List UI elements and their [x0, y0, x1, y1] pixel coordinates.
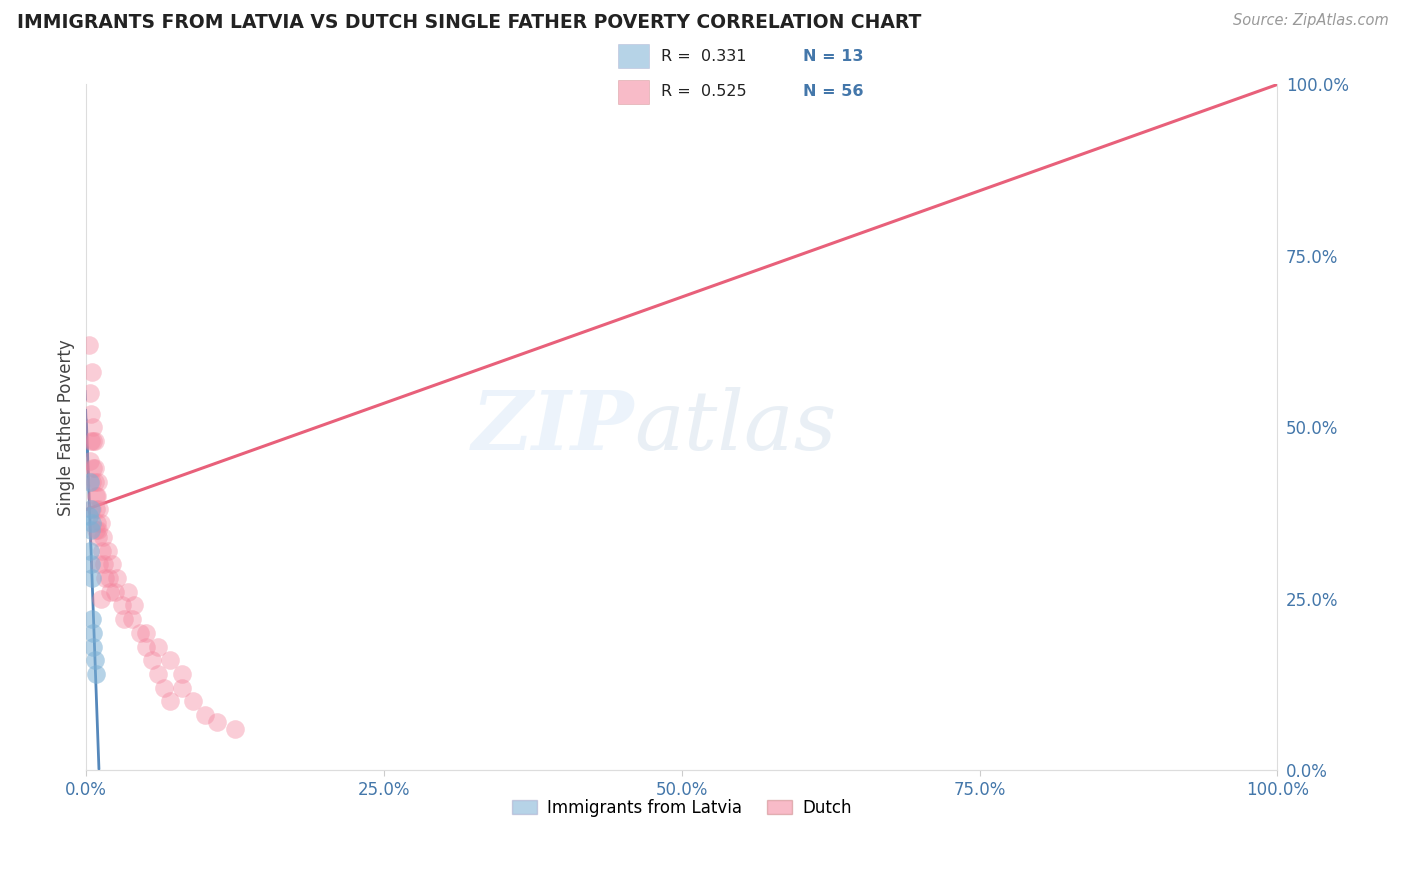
Point: [82, 461, 104, 475]
Point: [84, 523, 107, 537]
Point: [91, 530, 114, 544]
Point: [82, 612, 104, 626]
Point: [121, 612, 143, 626]
Point: [224, 722, 246, 736]
Point: [93, 558, 115, 572]
Point: [77, 338, 100, 352]
Point: [159, 653, 181, 667]
Point: [170, 681, 193, 695]
Point: [82, 626, 104, 640]
Point: [80, 523, 103, 537]
Point: [80, 434, 103, 448]
Point: [128, 626, 150, 640]
Point: [146, 667, 169, 681]
Point: [82, 420, 104, 434]
Legend: Immigrants from Latvia, Dutch: Immigrants from Latvia, Dutch: [506, 792, 858, 823]
Point: [79, 543, 101, 558]
Point: [89, 558, 111, 572]
Text: R =  0.525: R = 0.525: [661, 84, 747, 99]
Point: [82, 571, 104, 585]
Point: [112, 612, 135, 626]
Text: IMMIGRANTS FROM LATVIA VS DUTCH SINGLE FATHER POVERTY CORRELATION CHART: IMMIGRANTS FROM LATVIA VS DUTCH SINGLE F…: [17, 13, 921, 32]
Point: [207, 714, 229, 729]
Y-axis label: Single Father Poverty: Single Father Poverty: [58, 339, 75, 516]
Point: [101, 558, 124, 572]
Point: [82, 434, 104, 448]
Point: [86, 489, 108, 503]
Point: [146, 640, 169, 654]
Point: [87, 530, 110, 544]
Point: [87, 475, 110, 489]
Point: [87, 523, 110, 537]
Text: R =  0.331: R = 0.331: [661, 49, 747, 63]
Point: [122, 599, 145, 613]
Point: [83, 461, 105, 475]
Point: [83, 653, 105, 667]
Point: [104, 584, 127, 599]
Point: [141, 653, 163, 667]
Point: [79, 454, 101, 468]
Point: [97, 543, 120, 558]
Point: [98, 584, 121, 599]
Point: [84, 667, 107, 681]
Text: N = 13: N = 13: [803, 49, 863, 63]
Point: [90, 591, 112, 606]
Point: [82, 640, 104, 654]
Point: [82, 516, 104, 531]
Point: [170, 667, 193, 681]
Text: Source: ZipAtlas.com: Source: ZipAtlas.com: [1233, 13, 1389, 29]
Point: [152, 681, 174, 695]
Point: [77, 509, 100, 524]
Point: [94, 571, 117, 585]
Point: [159, 694, 181, 708]
Point: [183, 694, 205, 708]
Text: atlas: atlas: [634, 387, 837, 467]
Text: N = 56: N = 56: [803, 84, 863, 99]
Bar: [617, 79, 648, 104]
Point: [97, 571, 120, 585]
Point: [111, 599, 134, 613]
Point: [84, 489, 107, 503]
Point: [105, 571, 128, 585]
Point: [86, 516, 108, 531]
Point: [80, 407, 103, 421]
Bar: [617, 44, 648, 69]
Point: [83, 434, 105, 448]
Point: [135, 626, 157, 640]
Point: [90, 543, 112, 558]
Point: [135, 640, 157, 654]
Point: [79, 386, 101, 401]
Point: [82, 502, 104, 516]
Point: [84, 502, 107, 516]
Point: [82, 475, 104, 489]
Point: [80, 502, 103, 516]
Point: [89, 502, 111, 516]
Point: [80, 558, 103, 572]
Text: ZIP: ZIP: [471, 387, 634, 467]
Point: [194, 708, 217, 723]
Point: [82, 365, 104, 379]
Point: [90, 516, 112, 531]
Point: [117, 584, 139, 599]
Point: [79, 475, 101, 489]
Point: [83, 475, 105, 489]
